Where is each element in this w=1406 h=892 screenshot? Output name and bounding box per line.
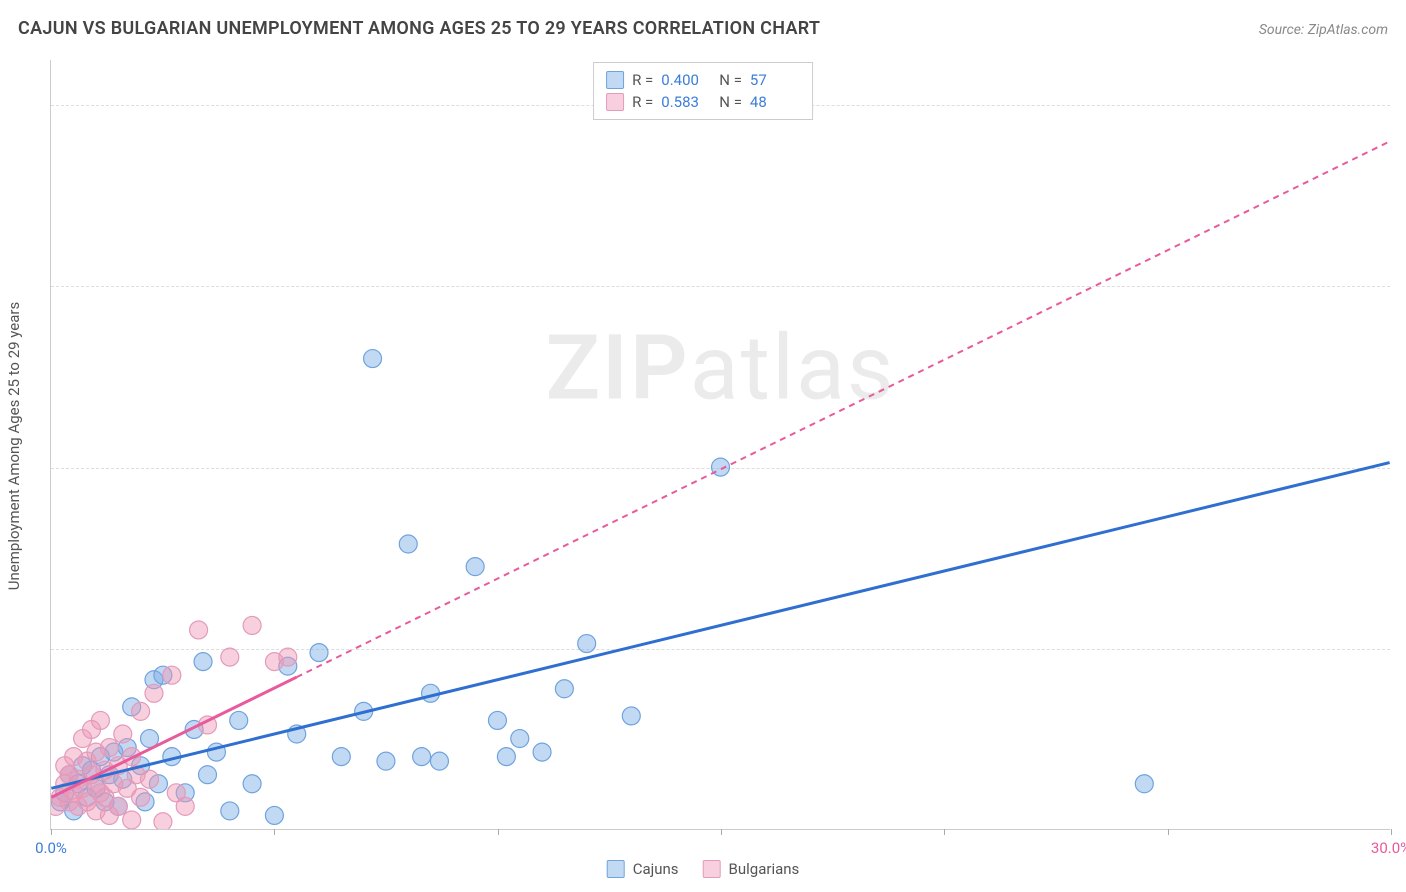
- scatter-point: [497, 748, 515, 766]
- r-label: R =: [632, 71, 653, 89]
- scatter-point: [430, 752, 448, 770]
- correlation-stats-box: R = 0.400 N = 57 R = 0.583 N = 48: [593, 62, 813, 120]
- stats-row-series-1: R = 0.583 N = 48: [606, 91, 800, 113]
- legend-item-1: Bulgarians: [703, 860, 800, 878]
- swatch-series-0: [606, 71, 624, 89]
- scatter-point: [132, 788, 150, 806]
- scatter-point: [230, 711, 248, 729]
- x-tick-label: 0.0%: [35, 839, 67, 857]
- source-name: ZipAtlas.com: [1308, 22, 1388, 38]
- source-prefix: Source:: [1259, 22, 1308, 38]
- scatter-point: [310, 644, 328, 662]
- scatter-point: [100, 739, 118, 757]
- legend-label-1: Bulgarians: [729, 860, 800, 878]
- n-label: N =: [719, 71, 742, 89]
- chart-header: CAJUN VS BULGARIAN UNEMPLOYMENT AMONG AG…: [18, 18, 1388, 39]
- stats-row-series-0: R = 0.400 N = 57: [606, 69, 800, 91]
- legend-label-0: Cajuns: [633, 860, 679, 878]
- y-axis-label: Unemployment Among Ages 25 to 29 years: [5, 302, 23, 590]
- x-tick: [1391, 829, 1392, 835]
- swatch-series-1: [606, 93, 624, 111]
- x-tick: [721, 829, 722, 835]
- scatter-point: [221, 802, 239, 820]
- scatter-point: [243, 775, 261, 793]
- chart-title: CAJUN VS BULGARIAN UNEMPLOYMENT AMONG AG…: [18, 18, 820, 39]
- n-value-1: 48: [750, 93, 800, 111]
- scatter-point: [413, 748, 431, 766]
- n-label: N =: [719, 93, 742, 111]
- scatter-point: [622, 707, 640, 725]
- scatter-point: [243, 616, 261, 634]
- scatter-point: [1135, 775, 1153, 793]
- scatter-point: [123, 811, 141, 829]
- scatter-point: [533, 743, 551, 761]
- scatter-point: [265, 806, 283, 824]
- scatter-point: [109, 797, 127, 815]
- scatter-point: [332, 748, 350, 766]
- scatter-point: [399, 535, 417, 553]
- scatter-point: [91, 711, 109, 729]
- scatter-point: [114, 725, 132, 743]
- scatter-point: [221, 648, 239, 666]
- scatter-point: [279, 648, 297, 666]
- n-value-0: 57: [750, 71, 800, 89]
- legend-item-0: Cajuns: [607, 860, 679, 878]
- scatter-point: [190, 621, 208, 639]
- scatter-point: [466, 558, 484, 576]
- scatter-point: [578, 635, 596, 653]
- scatter-point: [163, 666, 181, 684]
- x-tick: [498, 829, 499, 835]
- scatter-point: [132, 702, 150, 720]
- scatter-point: [176, 797, 194, 815]
- r-value-1: 0.583: [661, 93, 711, 111]
- scatter-point: [377, 752, 395, 770]
- legend-swatch-0: [607, 860, 625, 878]
- x-tick: [944, 829, 945, 835]
- y-tick-label: 60.0%: [1395, 277, 1406, 295]
- series-legend: Cajuns Bulgarians: [607, 860, 800, 878]
- plot-area: ZIPatlas 20.0%40.0%60.0%80.0%0.0%30.0%: [50, 60, 1390, 830]
- scatter-point: [555, 680, 573, 698]
- chart-svg: [51, 60, 1390, 829]
- scatter-point: [364, 350, 382, 368]
- legend-swatch-1: [703, 860, 721, 878]
- scatter-point: [199, 766, 217, 784]
- x-tick: [51, 829, 52, 835]
- y-tick-label: 40.0%: [1395, 459, 1406, 477]
- scatter-point: [145, 684, 163, 702]
- x-tick: [274, 829, 275, 835]
- scatter-point: [194, 653, 212, 671]
- x-tick-label: 30.0%: [1371, 839, 1406, 857]
- scatter-point: [511, 730, 529, 748]
- r-value-0: 0.400: [661, 71, 711, 89]
- y-tick-label: 20.0%: [1395, 640, 1406, 658]
- x-tick: [1168, 829, 1169, 835]
- y-tick-label: 80.0%: [1395, 96, 1406, 114]
- source-attribution: Source: ZipAtlas.com: [1259, 22, 1388, 38]
- scatter-point: [141, 770, 159, 788]
- r-label: R =: [632, 93, 653, 111]
- scatter-point: [154, 813, 172, 829]
- scatter-point: [488, 711, 506, 729]
